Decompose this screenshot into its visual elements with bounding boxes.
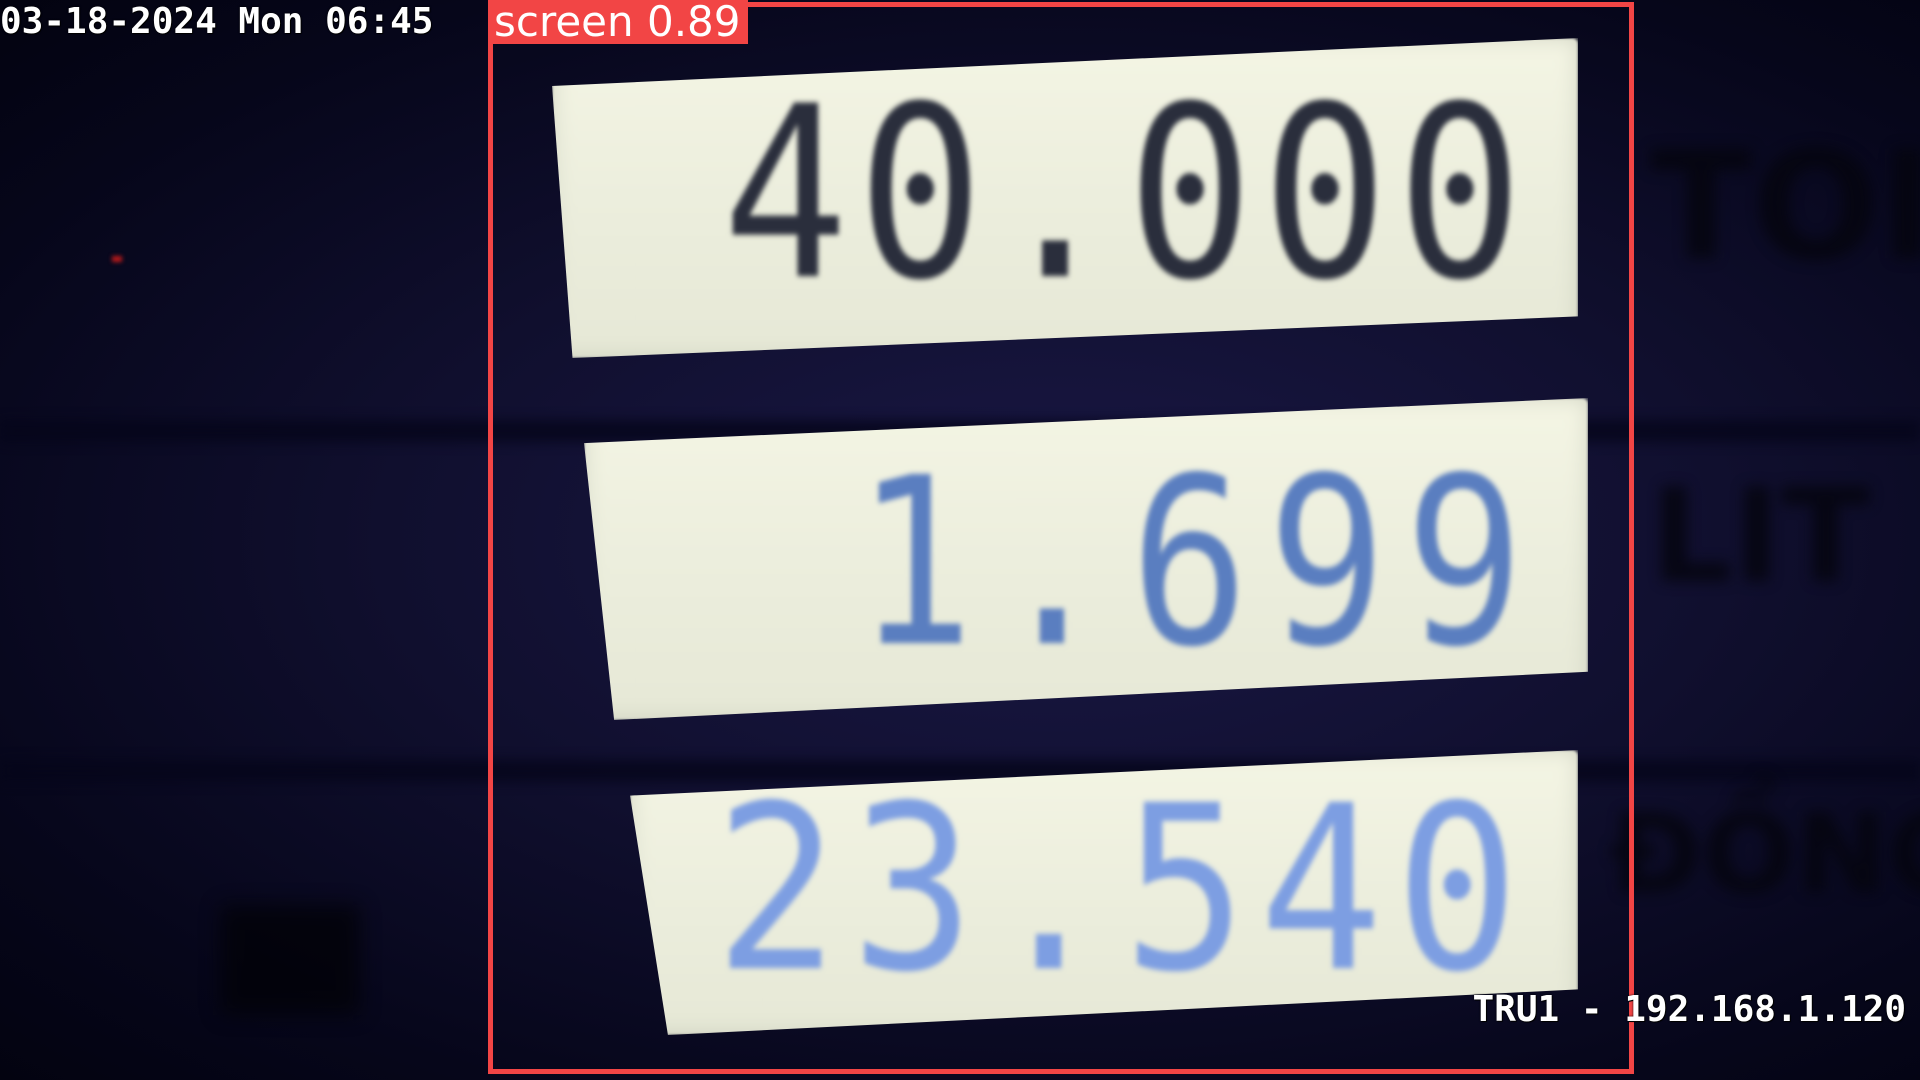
lcd-amount-digits: 40.000: [722, 56, 1532, 333]
blurred-side-lettering: ĐỒNG: [1610, 790, 1920, 918]
lcd-panel-volume: 23.540: [630, 750, 1578, 1035]
lcd-panel-unit-price: 1.699: [584, 398, 1588, 720]
background-shadow-box: [220, 905, 360, 1015]
osd-camera-label: TRU1 - 192.168.1.120: [1472, 989, 1906, 1030]
blurred-side-lettering: LIT: [1650, 460, 1870, 612]
lcd-unit-price-digits: 1.699: [854, 428, 1542, 698]
blurred-side-lettering: TOI: [1650, 120, 1920, 294]
detection-label: screen 0.89: [488, 0, 749, 44]
detection-bounding-box: [488, 2, 1634, 1074]
lcd-panel-amount: 40.000: [552, 38, 1578, 358]
osd-timestamp: 03-18-2024 Mon 06:45: [0, 1, 434, 42]
red-indicator-speck: [112, 256, 122, 262]
lcd-volume-digits: 23.540: [715, 756, 1532, 1022]
